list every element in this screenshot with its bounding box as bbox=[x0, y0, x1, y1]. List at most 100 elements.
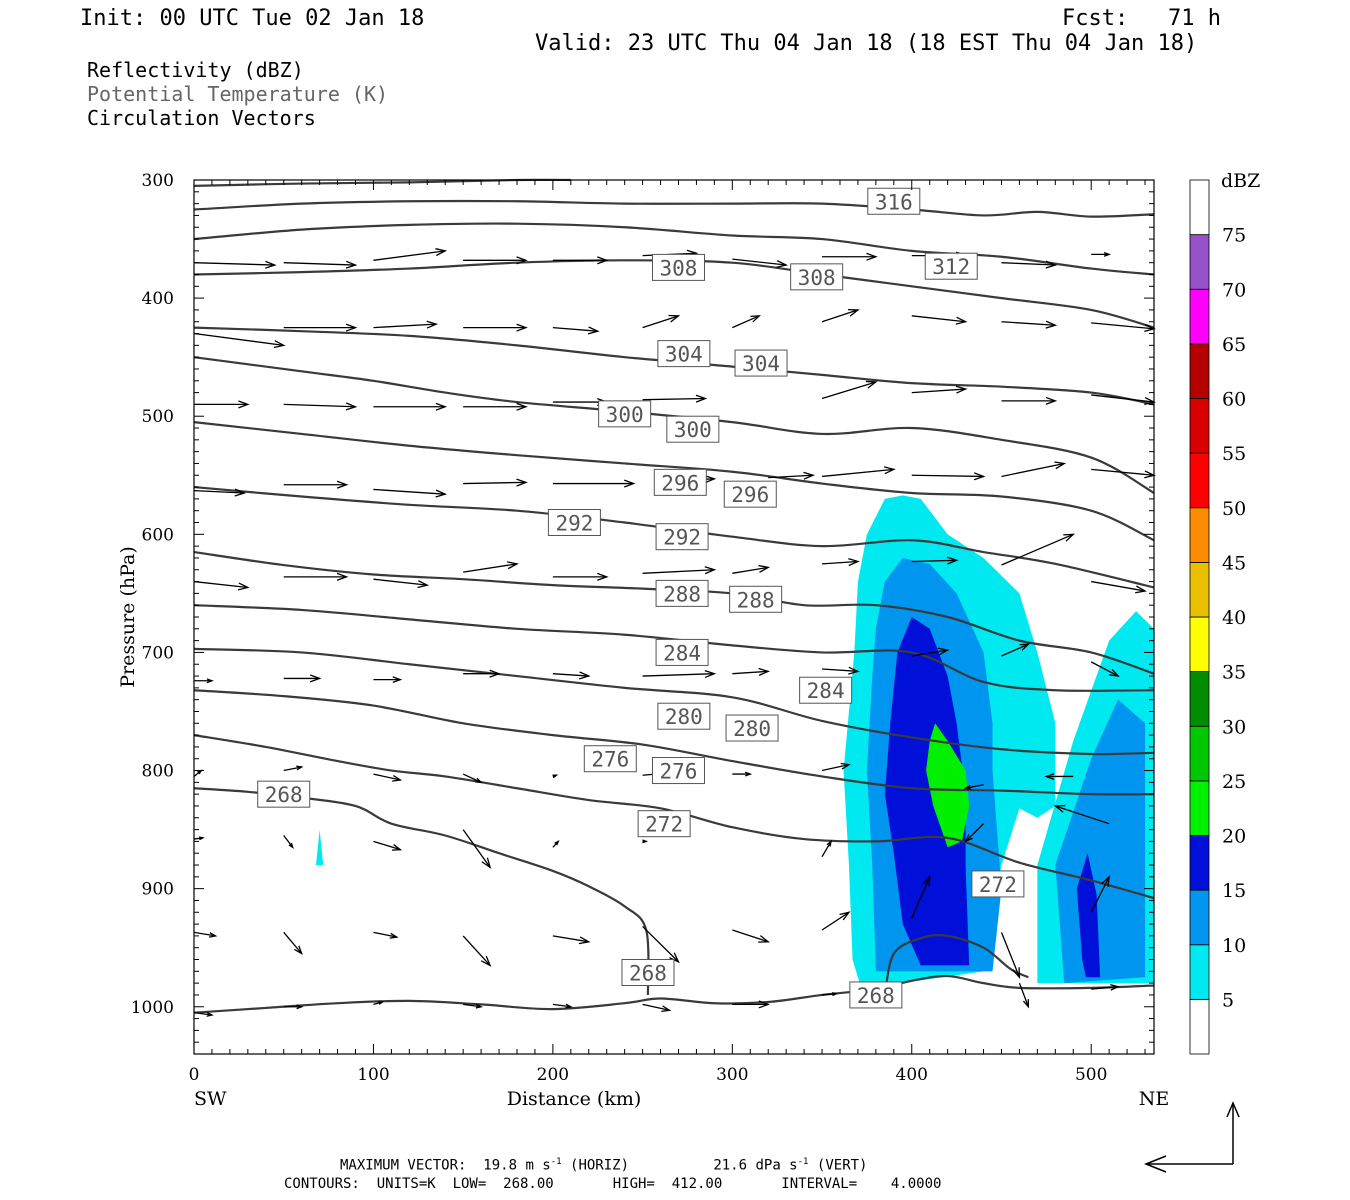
legend-reflectivity: Reflectivity (dBZ) bbox=[87, 58, 304, 82]
circulation-vector bbox=[463, 478, 528, 487]
svg-text:308: 308 bbox=[660, 256, 698, 280]
circulation-vectors bbox=[193, 248, 1156, 1017]
reflectivity-area-15 bbox=[884, 617, 970, 966]
circulation-vector bbox=[1090, 661, 1120, 677]
circulation-vector bbox=[552, 671, 591, 680]
circulation-vector bbox=[822, 252, 878, 261]
theta-label: 276 bbox=[651, 757, 705, 785]
colorbar: 5 10 15 20 25 30 35 40 45 50 55 60 65 70 75 dBZ bbox=[1189, 170, 1260, 1055]
circulation-vector bbox=[552, 256, 609, 265]
circulation-vector bbox=[283, 1004, 304, 1010]
theta-contour-316 bbox=[193, 199, 1155, 218]
circulation-vector bbox=[193, 769, 203, 777]
legend-circulation-vectors: Circulation Vectors bbox=[87, 106, 316, 130]
vert-unit: (VERT) bbox=[816, 1157, 868, 1174]
circulation-vector bbox=[642, 394, 708, 403]
vector-scale-arrow bbox=[1143, 1101, 1240, 1173]
circulation-vector bbox=[642, 314, 681, 329]
theta-contour-268 bbox=[193, 787, 650, 995]
init-time: Init: 00 UTC Tue 02 Jan 18 bbox=[80, 6, 425, 31]
svg-text:268: 268 bbox=[629, 962, 667, 986]
circulation-vector bbox=[463, 1003, 483, 1009]
circulation-vector bbox=[463, 402, 528, 411]
colorbar-bin bbox=[1189, 179, 1210, 236]
circulation-vector bbox=[1001, 533, 1075, 566]
circulation-vector bbox=[373, 488, 448, 498]
circulation-vector bbox=[963, 784, 984, 790]
circulation-vector bbox=[373, 320, 439, 329]
x-tick-label: 300 bbox=[716, 1065, 748, 1085]
colorbar-bin bbox=[1189, 944, 1210, 1000]
colorbar-level-label: 70 bbox=[1222, 279, 1246, 301]
circulation-vector bbox=[193, 836, 205, 841]
colorbar-bin bbox=[1189, 234, 1210, 290]
colorbar-level-label: 10 bbox=[1222, 935, 1246, 957]
circulation-vector bbox=[911, 315, 968, 325]
circulation-vector bbox=[283, 572, 349, 581]
theta-label: 292 bbox=[655, 523, 709, 551]
colorbar-level-label: 20 bbox=[1222, 826, 1246, 848]
circulation-vector bbox=[821, 666, 860, 675]
circulation-vector bbox=[463, 669, 501, 678]
colorbar-level-label: 65 bbox=[1222, 334, 1246, 356]
circulation-vector bbox=[373, 773, 403, 782]
colorbar-level-label: 50 bbox=[1222, 498, 1246, 520]
theta-label: 296 bbox=[653, 468, 707, 496]
circulation-vector bbox=[642, 839, 649, 844]
colorbar-bin bbox=[1189, 507, 1210, 563]
theta-label: 308 bbox=[790, 263, 844, 291]
theta-label: 292 bbox=[547, 509, 601, 537]
reflectivity-shading bbox=[316, 495, 1154, 990]
theta-label: 316 bbox=[867, 187, 921, 215]
theta-label: 304 bbox=[657, 340, 711, 368]
reflectivity-area-15 bbox=[1076, 853, 1101, 978]
colorbar-level-label: 40 bbox=[1222, 607, 1246, 629]
circulation-vector bbox=[732, 667, 771, 676]
circulation-vector bbox=[821, 839, 832, 858]
theta-contour-308 bbox=[193, 259, 1155, 329]
colorbar-bin bbox=[1189, 561, 1210, 618]
circulation-vector bbox=[1044, 773, 1074, 780]
circulation-vector bbox=[552, 840, 560, 848]
horiz-exponent: -1 bbox=[550, 1157, 562, 1167]
x-tick-label: 100 bbox=[357, 1065, 389, 1085]
theta-contour-276 bbox=[193, 689, 1155, 796]
circulation-vector bbox=[1001, 461, 1067, 478]
circulation-vector bbox=[642, 566, 717, 575]
circulation-vector bbox=[194, 678, 214, 684]
svg-text:280: 280 bbox=[665, 705, 703, 729]
circulation-vector bbox=[373, 402, 448, 411]
circulation-vector bbox=[1001, 396, 1058, 405]
y-tick-label: 700 bbox=[142, 643, 174, 663]
circulation-vector bbox=[1000, 932, 1021, 979]
svg-text:312: 312 bbox=[932, 255, 970, 279]
circulation-vector bbox=[373, 931, 399, 939]
theta-label: 268 bbox=[257, 780, 311, 808]
theta-contour-272 bbox=[193, 734, 1155, 900]
circulation-vector bbox=[193, 580, 250, 591]
svg-text:308: 308 bbox=[798, 266, 836, 290]
circulation-vector bbox=[768, 471, 815, 480]
circulation-vector bbox=[821, 308, 860, 323]
y-tick-label: 300 bbox=[142, 171, 174, 191]
circulation-vector bbox=[911, 875, 931, 919]
theta-label: 272 bbox=[637, 810, 691, 838]
colorbar-bin bbox=[1189, 288, 1210, 345]
circulation-vector bbox=[1001, 260, 1058, 269]
theta-contour-280 bbox=[193, 647, 1155, 756]
circulation-vector bbox=[1053, 805, 1110, 825]
circulation-vector bbox=[373, 578, 430, 589]
circulation-vector bbox=[283, 480, 349, 489]
colorbar-title: dBZ bbox=[1221, 170, 1260, 192]
x-axis-label: Distance (km) bbox=[507, 1088, 642, 1110]
circulation-vector bbox=[283, 260, 358, 269]
circulation-vector bbox=[463, 561, 519, 573]
circulation-vector bbox=[193, 488, 247, 497]
colorbar-bin bbox=[1189, 452, 1210, 509]
circulation-vector bbox=[911, 385, 968, 394]
reflectivity-area-5 bbox=[316, 829, 324, 866]
circulation-vector bbox=[283, 402, 358, 411]
colorbar-bin bbox=[1189, 616, 1210, 673]
colorbar-level-label: 15 bbox=[1222, 880, 1246, 902]
